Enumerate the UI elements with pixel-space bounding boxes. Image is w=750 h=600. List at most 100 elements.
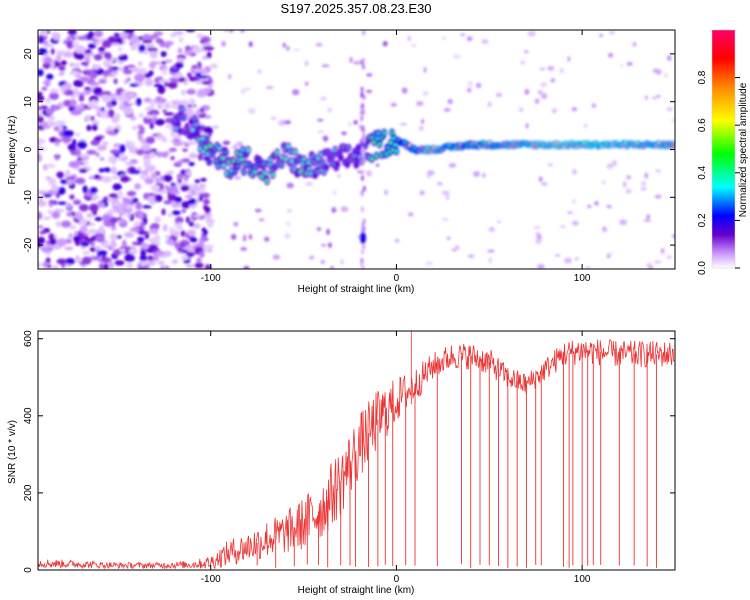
spectrogram-noise-cell — [203, 204, 208, 211]
spectrogram-noise-cell — [115, 112, 121, 121]
spectrogram-noise-cell — [200, 185, 206, 193]
spectrogram-noise-cell — [185, 30, 196, 33]
spectrogram-noise-cell — [644, 172, 649, 179]
spectrogram-noise-cell — [285, 221, 291, 226]
spectrogram-noise-cell — [606, 252, 613, 256]
spectrogram-noise-cell — [654, 260, 662, 264]
spectrogram-noise-cell — [89, 71, 98, 79]
snr-xtick-label: 0 — [394, 574, 400, 585]
spectrogram-noise-cell — [45, 73, 54, 80]
spectrogram-noise-cell — [119, 144, 126, 153]
spectrogram-noise-cell — [129, 83, 139, 87]
spectrogram-noise-cell — [102, 242, 109, 249]
spectrogram-noise-cell — [91, 123, 98, 131]
spectrogram-streak-cell — [360, 190, 364, 197]
spectrogram-noise-cell — [99, 157, 105, 161]
spectrogram-noise-cell — [169, 227, 175, 235]
spectrogram-noise-cell — [127, 92, 136, 98]
spectrogram-noise-cell — [174, 216, 184, 225]
spectrogram-noise-cell — [147, 260, 156, 266]
spectrogram-noise-cell — [148, 62, 157, 69]
spectrogram-noise-cell — [184, 107, 192, 115]
spectrogram-noise-cell — [204, 264, 212, 269]
spectrogram-noise-cell — [68, 160, 80, 168]
spectrogram-ridge-cell — [394, 149, 399, 153]
spectrogram-noise-cell — [525, 122, 529, 129]
spectrogram-noise-cell — [38, 95, 45, 102]
spectrogram-noise-cell — [38, 146, 47, 151]
spectrogram-noise-cell — [78, 168, 88, 173]
spectrogram-noise-cell — [399, 122, 408, 126]
spectrogram-noise-cell — [564, 257, 573, 264]
spectrogram-noise-cell — [60, 85, 66, 93]
spectrogram-noise-cell — [69, 70, 81, 76]
spectrogram-noise-cell — [421, 118, 425, 125]
spectrogram-noise-cell — [663, 72, 669, 78]
spectrogram-noise-cell — [98, 46, 106, 53]
spectrogram-noise-cell — [65, 258, 76, 265]
spectrogram-ridge-cell — [315, 170, 320, 174]
spectrogram-noise-cell — [170, 100, 182, 104]
spectrogram-ridge-cell — [298, 170, 303, 174]
spectrogram-noise-cell — [527, 30, 536, 37]
spectrogram-noise-cell — [120, 175, 130, 183]
spectrogram-noise-cell — [135, 202, 142, 210]
spectrogram-noise-cell — [646, 214, 651, 219]
spectrogram-noise-cell — [181, 89, 186, 96]
spectrogram-noise-cell — [452, 54, 461, 59]
spectrogram-ridge-cell — [240, 148, 245, 152]
spectrogram-ridge-cell — [265, 179, 269, 183]
spectrogram-noise-cell — [206, 51, 212, 59]
spectrogram-ridge-cell — [180, 107, 185, 111]
spectrogram-ridge-cell — [192, 117, 197, 121]
spectrogram-noise-cell — [233, 176, 242, 180]
spectrogram-noise-cell — [126, 77, 131, 82]
spectrogram-noise-cell — [64, 246, 74, 251]
spectrogram-noise-cell — [641, 181, 647, 187]
spectrogram-noise-cell — [109, 240, 117, 249]
spectrogram-noise-cell — [353, 60, 361, 65]
spectrogram-noise-cell — [200, 177, 207, 182]
spectrogram-noise-cell — [184, 195, 193, 199]
spectrogram-noise-cell — [195, 72, 202, 77]
spectrogram-noise-cell — [138, 44, 146, 53]
spectrogram-noise-cell — [599, 33, 603, 38]
spectrogram-noise-cell — [608, 52, 614, 58]
spectrogram-noise-cell — [407, 35, 411, 42]
spectrogram-noise-cell — [56, 171, 65, 179]
spectrogram-noise-cell — [198, 75, 209, 79]
spectrogram-noise-cell — [142, 39, 153, 44]
spectrogram-noise-cell — [541, 182, 548, 186]
spectrogram-noise-cell — [58, 124, 63, 132]
spectrogram-noise-cell — [121, 239, 127, 248]
spectrogram-noise-cell — [113, 143, 122, 148]
spectrogram-ridge-cell — [253, 170, 257, 174]
spectrogram-noise-cell — [160, 51, 167, 58]
spectrogram-ridge-cell — [200, 137, 205, 141]
spectrogram-noise-cell — [126, 262, 133, 269]
spectrogram-noise-cell — [94, 136, 103, 141]
spectrogram-noise-cell — [594, 201, 599, 206]
colorbar-gradient — [711, 29, 736, 269]
spectrogram-noise-cell — [125, 162, 135, 167]
spectrogram-noise-cell — [154, 194, 163, 203]
snr-axes: -100 0 100 0 200 400 600 — [23, 330, 675, 585]
spectrogram-noise-cell — [115, 37, 123, 42]
spectrogram-noise-cell — [181, 201, 192, 209]
spectrogram-noise-cell — [129, 115, 137, 121]
spectrogram-noise-cell — [146, 47, 158, 52]
spectrogram-noise-cell — [110, 166, 117, 175]
spectrogram-noise-cell — [103, 263, 109, 269]
spectrogram-noise-cell — [149, 50, 158, 59]
spectrogram-noise-cell — [240, 88, 246, 94]
spectrogram-noise-cell — [560, 225, 566, 229]
spectrogram-noise-cell — [286, 182, 294, 189]
spectrogram-noise-cell — [60, 220, 72, 228]
spectrogram-noise-cell — [89, 246, 96, 253]
spectrogram-noise-cell — [425, 261, 434, 266]
spectrogram-noise-cell — [81, 256, 92, 265]
spectrogram-noise-cell — [606, 204, 612, 209]
spectrogram-noise-cell — [55, 50, 67, 55]
spectrogram-streak-cell — [362, 225, 366, 232]
spectrogram-noise-cell — [247, 107, 256, 114]
